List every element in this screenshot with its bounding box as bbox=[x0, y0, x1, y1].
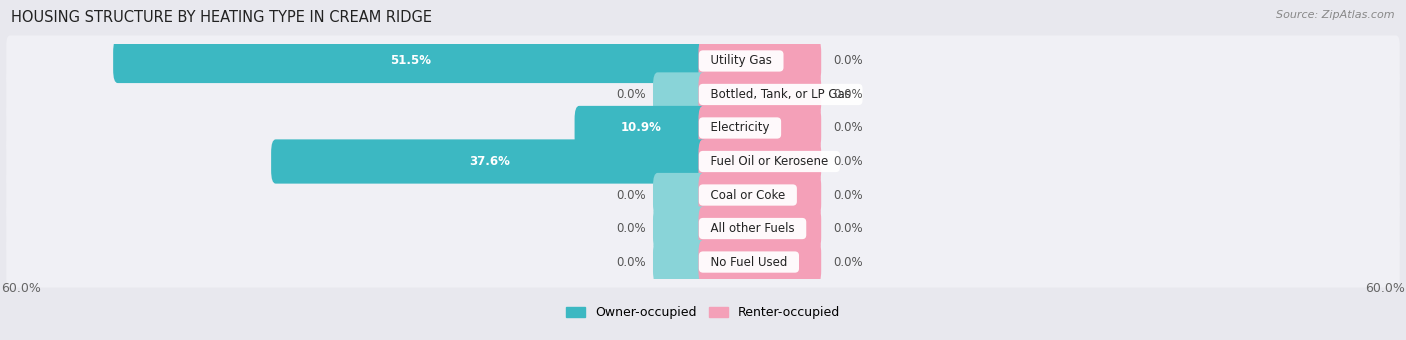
Text: Fuel Oil or Kerosene: Fuel Oil or Kerosene bbox=[703, 155, 835, 168]
Text: 0.0%: 0.0% bbox=[617, 88, 647, 101]
Text: 0.0%: 0.0% bbox=[834, 54, 863, 67]
Text: 51.5%: 51.5% bbox=[389, 54, 430, 67]
Text: Bottled, Tank, or LP Gas: Bottled, Tank, or LP Gas bbox=[703, 88, 859, 101]
Text: All other Fuels: All other Fuels bbox=[703, 222, 803, 235]
FancyBboxPatch shape bbox=[699, 206, 821, 251]
FancyBboxPatch shape bbox=[6, 69, 1400, 120]
Text: Electricity: Electricity bbox=[703, 121, 778, 135]
FancyBboxPatch shape bbox=[6, 35, 1400, 86]
Text: 0.0%: 0.0% bbox=[834, 222, 863, 235]
Text: 0.0%: 0.0% bbox=[834, 188, 863, 202]
FancyBboxPatch shape bbox=[6, 203, 1400, 254]
Text: Source: ZipAtlas.com: Source: ZipAtlas.com bbox=[1277, 10, 1395, 20]
Text: 0.0%: 0.0% bbox=[834, 121, 863, 135]
Text: Utility Gas: Utility Gas bbox=[703, 54, 779, 67]
Text: 0.0%: 0.0% bbox=[834, 256, 863, 269]
FancyBboxPatch shape bbox=[652, 206, 707, 251]
Text: 0.0%: 0.0% bbox=[834, 88, 863, 101]
Text: 37.6%: 37.6% bbox=[468, 155, 510, 168]
FancyBboxPatch shape bbox=[699, 39, 821, 83]
Text: 0.0%: 0.0% bbox=[617, 256, 647, 269]
FancyBboxPatch shape bbox=[112, 39, 707, 83]
FancyBboxPatch shape bbox=[699, 173, 821, 217]
FancyBboxPatch shape bbox=[652, 240, 707, 284]
FancyBboxPatch shape bbox=[699, 240, 821, 284]
FancyBboxPatch shape bbox=[6, 170, 1400, 220]
Text: 0.0%: 0.0% bbox=[617, 188, 647, 202]
FancyBboxPatch shape bbox=[699, 106, 821, 150]
Text: 10.9%: 10.9% bbox=[620, 121, 661, 135]
FancyBboxPatch shape bbox=[652, 72, 707, 117]
FancyBboxPatch shape bbox=[699, 139, 821, 184]
Text: 0.0%: 0.0% bbox=[617, 222, 647, 235]
Text: HOUSING STRUCTURE BY HEATING TYPE IN CREAM RIDGE: HOUSING STRUCTURE BY HEATING TYPE IN CRE… bbox=[11, 10, 432, 25]
FancyBboxPatch shape bbox=[271, 139, 707, 184]
Text: 0.0%: 0.0% bbox=[834, 155, 863, 168]
Text: Coal or Coke: Coal or Coke bbox=[703, 188, 793, 202]
FancyBboxPatch shape bbox=[575, 106, 707, 150]
Legend: Owner-occupied, Renter-occupied: Owner-occupied, Renter-occupied bbox=[561, 301, 845, 324]
FancyBboxPatch shape bbox=[6, 136, 1400, 187]
FancyBboxPatch shape bbox=[6, 237, 1400, 288]
FancyBboxPatch shape bbox=[699, 72, 821, 117]
Text: No Fuel Used: No Fuel Used bbox=[703, 256, 794, 269]
FancyBboxPatch shape bbox=[6, 103, 1400, 153]
FancyBboxPatch shape bbox=[652, 173, 707, 217]
